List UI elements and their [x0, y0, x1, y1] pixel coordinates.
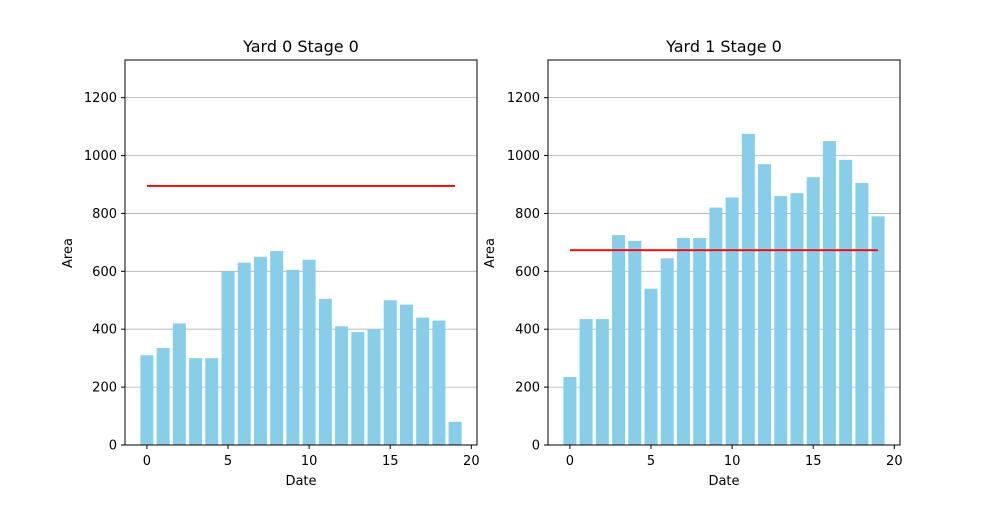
bar: [156, 348, 170, 445]
x-tick-label: 5: [224, 454, 232, 469]
x-ticks: 0 5 10 15 20: [566, 445, 903, 469]
bar-series: [140, 251, 462, 445]
x-tick-label: 10: [724, 454, 741, 469]
bar: [302, 259, 316, 445]
y-tick-label: 0: [532, 439, 540, 454]
x-axis-label: Date: [708, 474, 739, 489]
x-tick-label: 5: [647, 454, 655, 469]
y-tick-label: 400: [515, 323, 540, 338]
bar: [741, 133, 755, 445]
bar: [383, 300, 397, 445]
y-tick-label: 200: [515, 381, 540, 396]
y-tick-label: 600: [515, 265, 540, 280]
chart-title: Yard 1 Stage 0: [665, 37, 782, 56]
x-tick-label: 15: [805, 454, 822, 469]
bar: [318, 298, 332, 445]
bar: [286, 269, 300, 445]
bar: [205, 358, 219, 445]
bar: [758, 164, 772, 446]
chart-panel-yard-1: Yard 1 Stage 0 Date Area 0 5 10 15 200200400…: [483, 37, 903, 489]
bar: [270, 251, 284, 445]
bar: [253, 256, 267, 445]
bar: [612, 235, 626, 445]
bar: [579, 319, 593, 445]
bar-series: [563, 133, 885, 446]
bar: [693, 238, 707, 445]
bar: [839, 159, 853, 446]
y-tick-label: 0: [109, 439, 117, 454]
x-tick-label: 0: [566, 454, 574, 469]
y-ticks: 0 200 400 600 800 1000 1200: [84, 91, 125, 454]
bar: [416, 317, 430, 445]
bar: [822, 141, 836, 446]
y-tick-label: 1000: [84, 149, 117, 164]
bar: [774, 196, 788, 445]
axes-frame: [124, 59, 478, 446]
y-tick-label: 1000: [507, 149, 540, 164]
bar: [172, 323, 186, 445]
bar: [432, 320, 446, 445]
y-tick-label: 1200: [507, 91, 540, 106]
bar: [660, 258, 674, 445]
bar: [237, 262, 251, 445]
y-tick-label: 1200: [84, 91, 117, 106]
bar: [790, 193, 804, 445]
bar: [644, 288, 658, 445]
bar: [335, 326, 349, 445]
bar: [399, 304, 413, 445]
x-axis-label: Date: [285, 474, 316, 489]
y-axis-label: Area: [61, 238, 76, 268]
bar: [871, 216, 885, 445]
y-ticks: 0 200 400 600 800 1000 1200: [507, 91, 548, 454]
bar: [855, 183, 869, 446]
y-tick-label: 200: [92, 381, 117, 396]
x-tick-label: 15: [382, 454, 399, 469]
bar: [563, 376, 577, 445]
y-tick-label: 400: [92, 323, 117, 338]
x-tick-label: 20: [463, 454, 480, 469]
bar: [448, 421, 462, 445]
bar: [725, 197, 739, 445]
x-tick-label: 0: [143, 454, 151, 469]
y-axis-label: Area: [483, 238, 498, 268]
bar: [676, 238, 690, 445]
bar: [806, 177, 820, 445]
bar: [709, 207, 723, 445]
bar: [351, 332, 365, 445]
y-tick-label: 800: [92, 207, 117, 222]
chart-title: Yard 0 Stage 0: [242, 37, 359, 56]
y-tick-label: 800: [515, 207, 540, 222]
bar: [628, 240, 642, 445]
x-tick-label: 10: [301, 454, 318, 469]
bar: [221, 271, 235, 445]
x-tick-label: 20: [886, 454, 903, 469]
y-tick-label: 600: [92, 265, 117, 280]
axes-frame: [547, 59, 901, 446]
bar: [367, 329, 381, 445]
bar: [595, 319, 609, 445]
chart-panel-yard-0: Yard 0 Stage 0 Date Area 0 5 10 15 200200400…: [61, 37, 480, 489]
bar: [140, 355, 154, 445]
x-ticks: 0 5 10 15 20: [143, 445, 480, 469]
bar: [189, 358, 203, 445]
